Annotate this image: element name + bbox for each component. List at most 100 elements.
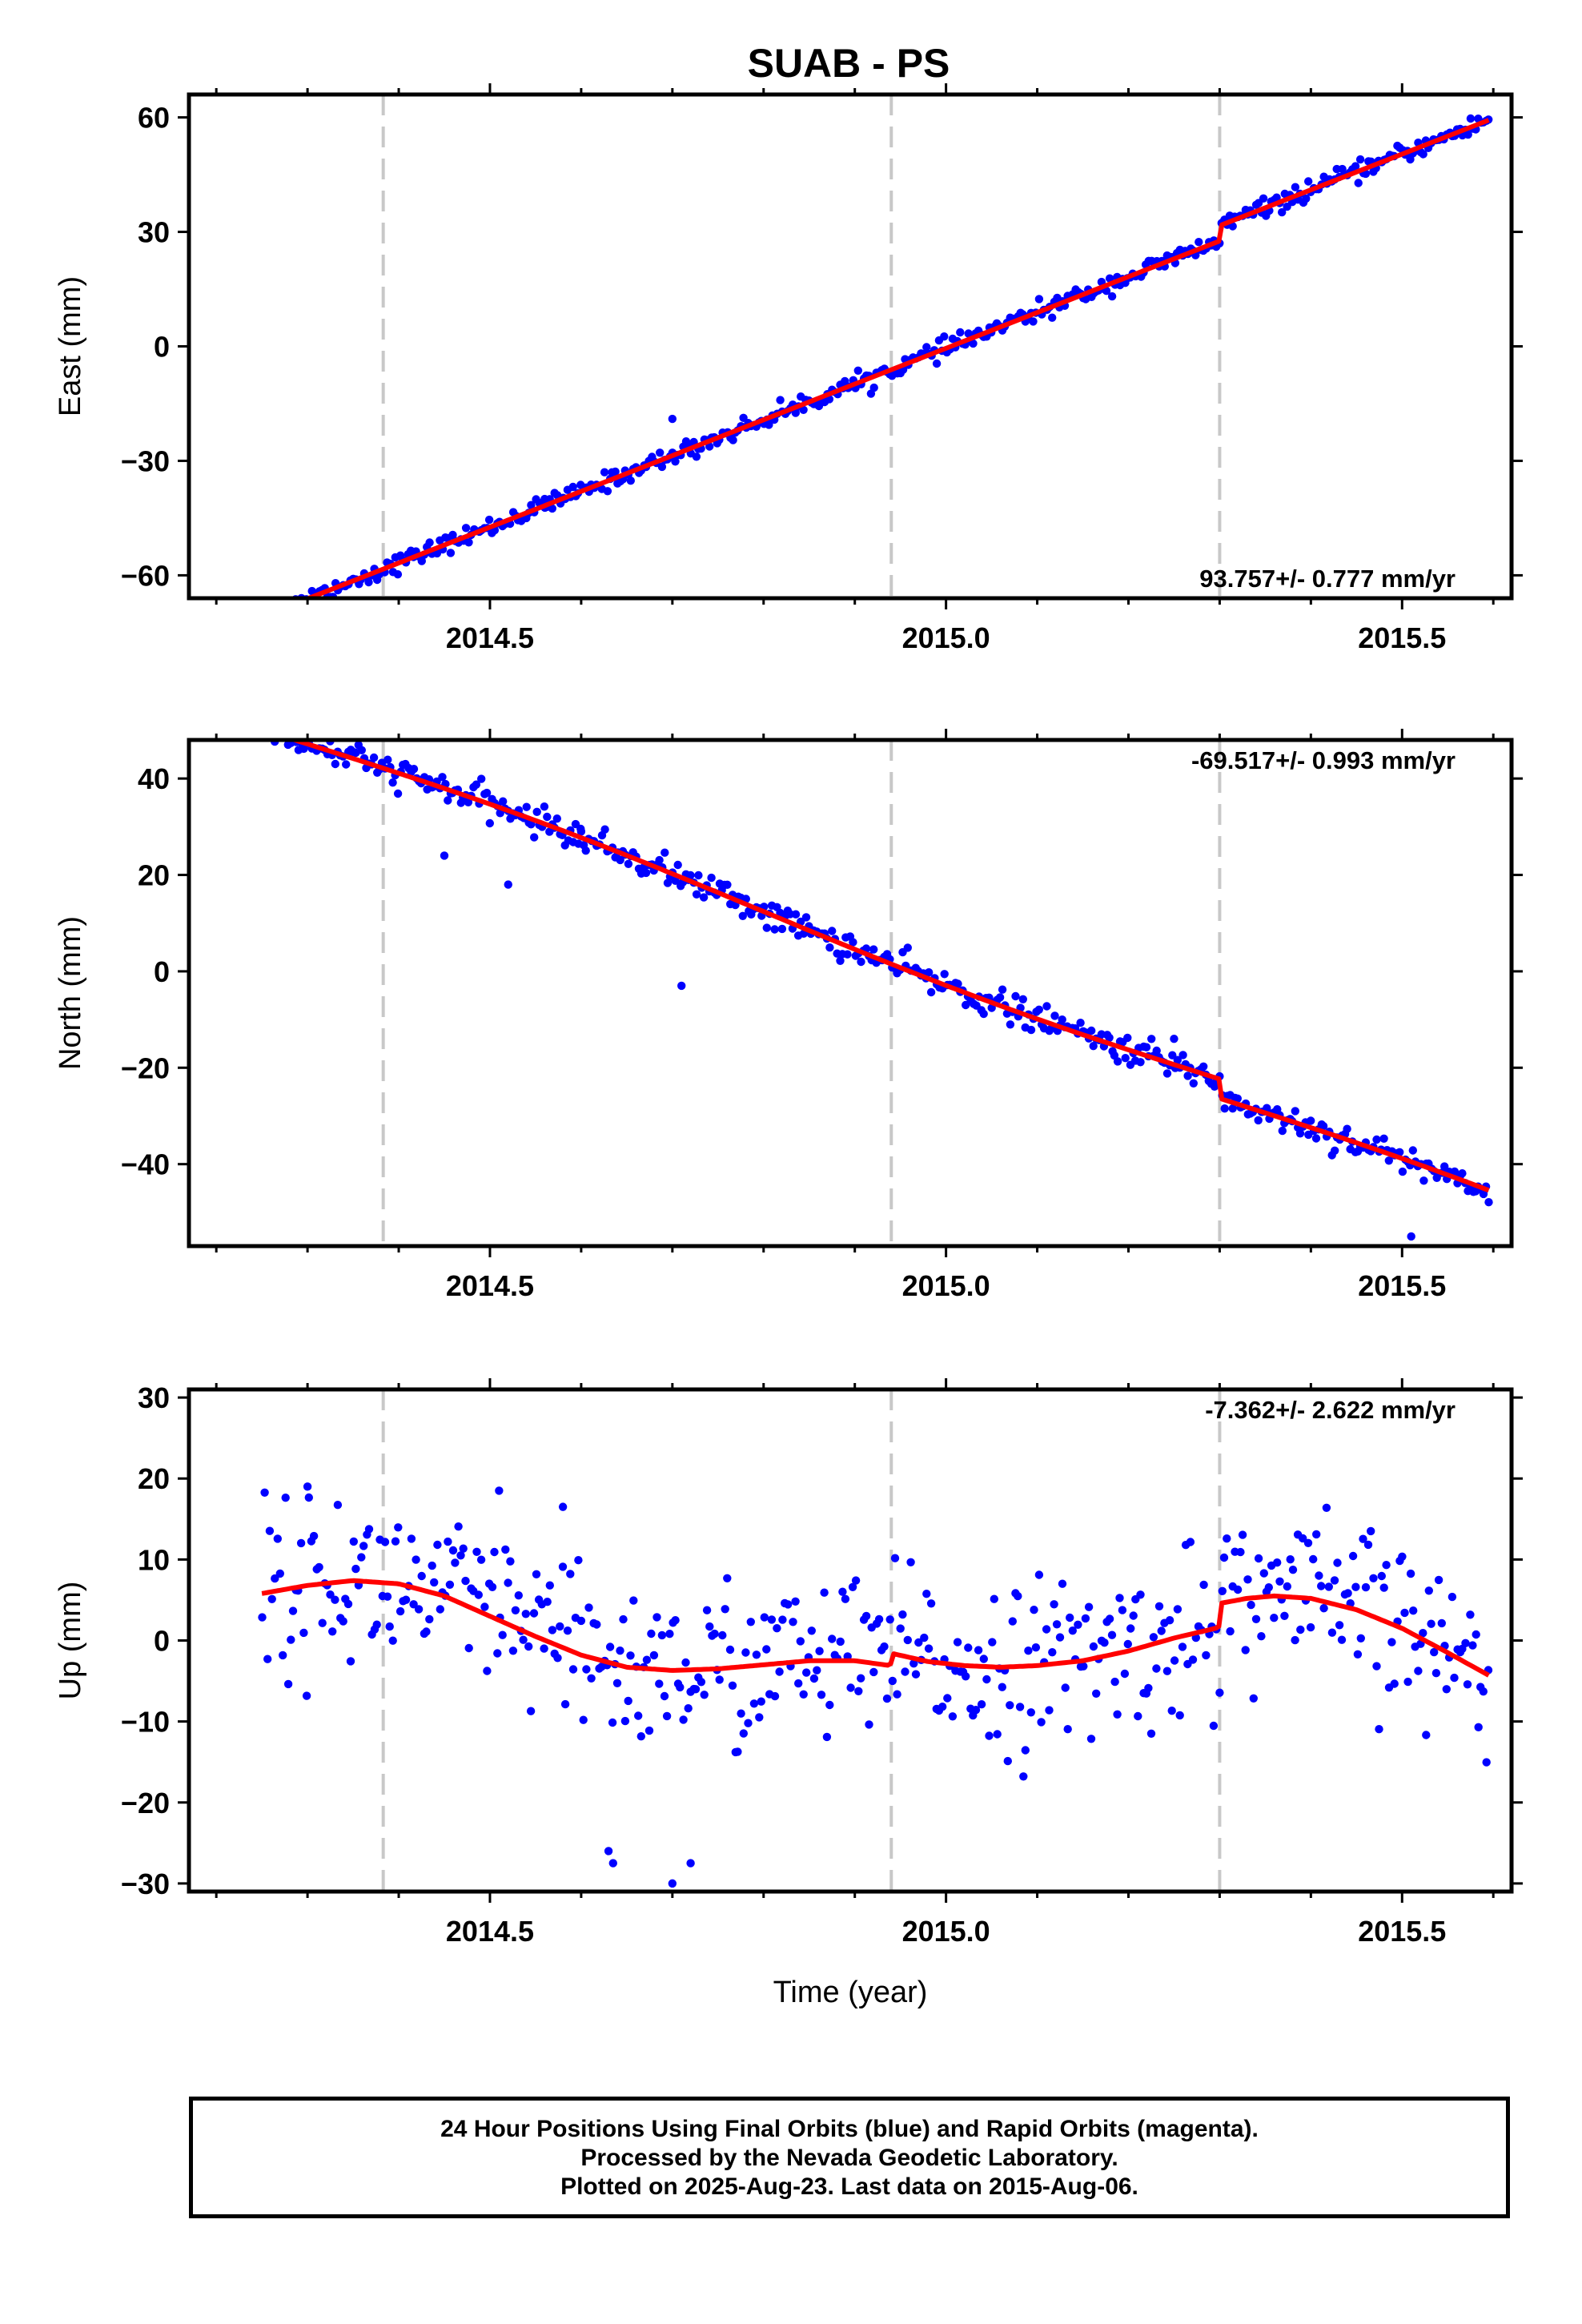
data-point [681, 1658, 690, 1667]
data-point [560, 1699, 570, 1709]
x-tick-label: 2014.5 [446, 1915, 534, 1948]
data-point [1123, 1639, 1133, 1649]
data-point [563, 1626, 572, 1635]
data-point [770, 1691, 780, 1701]
data-point [543, 1598, 552, 1606]
data-point [490, 1547, 499, 1557]
data-point [522, 802, 531, 811]
data-point [1149, 1633, 1158, 1642]
data-point [820, 1588, 829, 1597]
data-point [1354, 179, 1363, 187]
data-point [990, 1594, 999, 1603]
data-point [258, 617, 266, 625]
data-point [273, 1534, 282, 1543]
data-point [417, 557, 426, 565]
data-point [697, 1678, 706, 1687]
data-point [969, 339, 978, 348]
data-point [1311, 1134, 1321, 1143]
data-point [1050, 1600, 1058, 1609]
data-point [1050, 1011, 1059, 1020]
data-point [493, 1649, 502, 1658]
data-point [857, 957, 865, 967]
data-point [260, 723, 268, 731]
data-point [540, 802, 549, 811]
data-point [394, 1523, 403, 1532]
data-point [587, 1674, 596, 1683]
data-point [259, 726, 267, 734]
data-point [263, 611, 271, 619]
data-point [527, 501, 536, 509]
data-point [655, 1679, 664, 1688]
data-point [869, 1667, 878, 1677]
data-point [815, 1647, 824, 1655]
north-panel: −40 −20 0 20 40 2014.5 2015.0 2015.5 North (mm) -… [54, 723, 1523, 1302]
data-point [1356, 1634, 1366, 1642]
data-point [436, 1605, 444, 1614]
data-point [977, 1700, 986, 1709]
data-point [299, 744, 308, 754]
footer-line-1: 24 Hour Positions Using Final Orbits (bl… [440, 2116, 1259, 2142]
data-point [773, 1624, 781, 1633]
x-tick-label: 2014.5 [446, 1269, 534, 1302]
data-point [1430, 1647, 1439, 1657]
data-point [725, 1645, 735, 1655]
data-point [715, 1675, 724, 1684]
data-point [1466, 114, 1476, 123]
data-point-outlier [686, 1859, 695, 1868]
data-point [906, 1558, 915, 1567]
data-point [702, 1606, 712, 1614]
data-point [1398, 1552, 1407, 1562]
data-point [1136, 1058, 1145, 1067]
data-point [1464, 130, 1472, 139]
data-point [409, 765, 419, 774]
data-point [1259, 194, 1268, 203]
data-point [749, 1699, 759, 1708]
data-point [1152, 1046, 1161, 1055]
data-point [1280, 1611, 1289, 1621]
data-point [511, 1606, 520, 1615]
data-point [1084, 1602, 1094, 1611]
data-point [584, 1603, 593, 1612]
data-point [532, 807, 541, 816]
data-point [1291, 1107, 1300, 1116]
data-point [331, 1595, 339, 1604]
data-point [710, 1629, 719, 1638]
data-point [1055, 1633, 1065, 1642]
data-point [1390, 1679, 1399, 1688]
data-point [1058, 1015, 1066, 1024]
data-point [1186, 1538, 1195, 1546]
data-point [979, 1655, 989, 1663]
data-point [302, 1691, 311, 1700]
data-point [962, 1672, 970, 1681]
data-point [1254, 1554, 1263, 1563]
data-point [1134, 1711, 1142, 1721]
data-point [775, 1667, 784, 1676]
data-point [1317, 1582, 1326, 1590]
data-point [699, 893, 709, 902]
data-point [483, 1667, 492, 1675]
data-point [1372, 1135, 1381, 1144]
rate-annotation: -7.362+/- 2.622 mm/yr [1205, 1396, 1456, 1424]
data-point [268, 616, 276, 624]
data-point [1442, 1685, 1452, 1694]
data-point [287, 608, 295, 616]
data-point [956, 328, 965, 337]
data-point [1306, 1622, 1315, 1632]
data-point [331, 759, 339, 769]
data-point [1079, 1662, 1088, 1671]
data-point [979, 1009, 988, 1019]
data-point [964, 1643, 973, 1652]
data-point [417, 1571, 426, 1581]
data-point [1367, 1526, 1375, 1536]
y-tick-label: 20 [138, 859, 170, 892]
data-point-outlier [558, 1502, 568, 1511]
y-tick-label: 0 [154, 1625, 170, 1658]
data-point [652, 1613, 661, 1622]
data-point [940, 332, 949, 341]
data-point [1173, 1605, 1182, 1614]
data-point [1142, 1043, 1151, 1051]
data-point [718, 1630, 727, 1640]
data-point [1048, 1648, 1057, 1657]
data-point [1319, 1604, 1328, 1613]
data-point [1066, 1613, 1074, 1622]
